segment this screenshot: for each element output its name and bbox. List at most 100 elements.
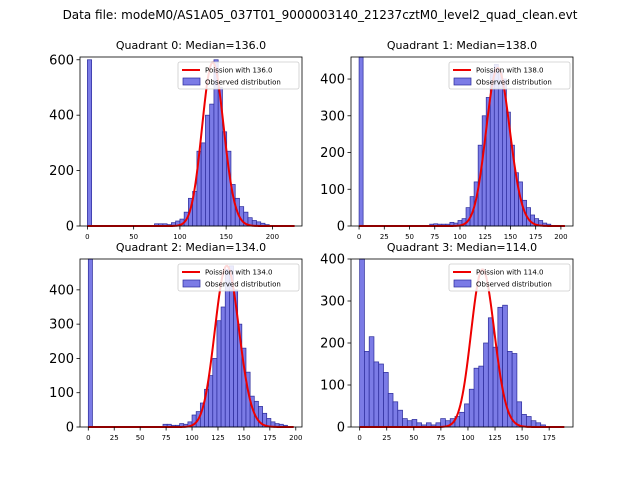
quadrant-1-xtick-label: 0 [357,233,361,241]
quadrant-3-bar [483,342,489,428]
quadrant-3-ytick-label: 400 [320,253,345,268]
quadrant-2-xtick-label: 0 [86,434,90,442]
quadrant-1-legend-box [448,61,571,90]
quadrant-1-legend-patch-swatch [453,77,472,86]
quadrant-3-bar [511,353,518,428]
quadrant-1-xtick-label: 150 [504,233,517,241]
quadrant-2-bar [220,306,226,428]
quadrant-3-xtick-label: 75 [436,434,445,442]
quadrant-3-bar [402,418,408,428]
quadrant-0-bar [205,114,211,227]
quadrant-1-panel: Quadrant 1: Median=138.0 0 25 50 75 100 125 150… [320,39,574,241]
quadrant-0-xtick-label: 0 [85,233,89,241]
quadrant-1-ytick-label: 200 [320,146,345,161]
quadrant-1-ytick-label: 300 [320,109,345,124]
quadrant-2-axes-frame [79,258,303,428]
quadrant-1-title: Quadrant 1: Median=138.0 [387,39,537,52]
quadrant-2-bar [208,375,214,428]
quadrant-2-ytick-label: 200 [49,352,74,367]
quadrant-1-xtick-label: 125 [479,233,492,241]
quadrant-1-xtick-label: 100 [453,233,466,241]
quadrant-1-xtick-label: 175 [529,233,542,241]
quadrant-0-bar [87,59,93,227]
quadrant-3-bar [521,414,527,428]
quadrant-2-xtick-label: 200 [289,434,302,442]
quadrant-0-xtick-label: 100 [173,233,186,241]
quadrant-0-xtick-label: 150 [219,233,232,241]
quadrant-3-bar [364,351,370,428]
quadrant-2-xtick-label: 100 [185,434,198,442]
quadrant-0-ytick-label: 200 [49,164,74,179]
quadrant-3-bar [473,367,480,428]
quadrant-1-bar [358,56,364,227]
quadrant-3-ytick-label: 0 [337,421,345,436]
quadrant-3-bar [397,409,403,428]
quadrant-2-xtick-label: 50 [136,434,145,442]
quadrant-3-xtick-label: 175 [542,434,555,442]
quadrant-0-legend-line-label: Poission with 136.0 [205,67,273,75]
quadrant-2-bar [224,268,230,428]
quadrant-0-ytick-label: 600 [49,53,74,68]
quadrant-2-ytick-label: 300 [49,318,74,333]
quadrant-1-ytick-label: 100 [320,183,345,198]
quadrant-0-legend-patch-label: Observed distribution [205,79,281,87]
quadrant-2-ytick-label: 100 [49,386,74,401]
quadrant-3-bar [516,401,523,428]
quadrant-2-legend-patch-label: Observed distribution [205,281,281,289]
quadrant-3-legend-patch-label: Observed distribution [476,281,552,289]
quadrant-2-legend-line-label: Poission with 134.0 [205,269,273,277]
quadrant-3-xtick-label: 0 [357,434,361,442]
quadrant-0-xtick-label: 50 [129,233,138,241]
quadrant-2-xtick-label: 25 [110,434,119,442]
quadrant-2-title: Quadrant 2: Median=134.0 [116,241,266,254]
quadrant-3-xtick-label: 50 [409,434,418,442]
quadrant-1-legend-line-label: Poission with 138.0 [476,67,544,75]
quadrant-3-bar [478,365,484,428]
quadrant-0-legend-patch-swatch [182,77,201,86]
quadrant-3-title: Quadrant 3: Median=114.0 [387,241,537,254]
quadrant-0-legend: Poission with 136.0 Observed distribution [177,61,300,90]
quadrant-3-bar [383,372,389,428]
quadrant-3-xtick-label: 125 [488,434,501,442]
quadrant-3-bar [387,393,394,428]
quadrant-3-xtick-label: 25 [382,434,391,442]
quadrant-3-bar [459,411,465,428]
quadrant-3-bar [378,363,384,428]
quadrant-3-bar [464,403,470,428]
quadrant-1-xtick-label: 75 [430,233,439,241]
quadrant-0-ytick-label: 0 [66,220,74,235]
quadrant-3-bar [359,258,365,428]
quadrant-2-legend-box [177,263,300,292]
quadrant-2-panel: Quadrant 2: Median=134.0 0 25 50 75 100 125 150… [49,241,302,442]
quadrant-1-bar [497,71,503,227]
quadrant-1-legend-patch-label: Observed distribution [476,79,552,87]
quadrant-3-bar [373,361,380,428]
quadrant-3-bar [411,419,418,428]
quadrant-0-legend-box [177,61,300,90]
quadrant-3-ytick-label: 100 [320,379,345,394]
quadrant-3-panel: Quadrant 3: Median=114.0 0 25 50 75 100 125 150… [320,241,574,442]
quadrant-0-xtick-label: 200 [266,233,279,241]
quadrant-1-xtick-label: 25 [380,233,389,241]
quadrant-3-ytick-label: 200 [320,337,345,352]
quadrant-3-legend: Poission with 114.0 Observed distribution [448,263,571,292]
quadrant-3-bar [487,317,494,428]
quadrant-0-ytick-label: 400 [49,109,74,124]
figure-suptitle: Data file: modeM0/AS1A05_037T01_90000031… [62,8,578,22]
quadrant-3-bar [368,336,375,428]
quadrant-3-legend-line-label: Poission with 114.0 [476,269,544,277]
quadrant-0-panel: Quadrant 0: Median=136.0 0 50 100 150 200 0 200… [49,39,303,241]
quadrant-1-ytick-label: 400 [320,73,345,88]
quadrant-3-xtick-label: 100 [461,434,474,442]
quadrant-1-xtick-label: 200 [554,233,567,241]
quadrant-3-legend-patch-swatch [453,279,472,288]
quadrant-2-ytick-label: 400 [49,283,74,298]
quadrant-3-bar [392,401,399,428]
quadrant-2-bar [216,320,222,428]
quadrant-2-xtick-label: 75 [162,434,171,442]
quadrant-1-poisson-curve [359,67,565,227]
quadrant-0-axes-frame [79,56,303,227]
quadrant-2-bar [87,258,93,428]
quadrant-2-bar [212,358,218,428]
quadrant-3-bar [526,416,532,428]
